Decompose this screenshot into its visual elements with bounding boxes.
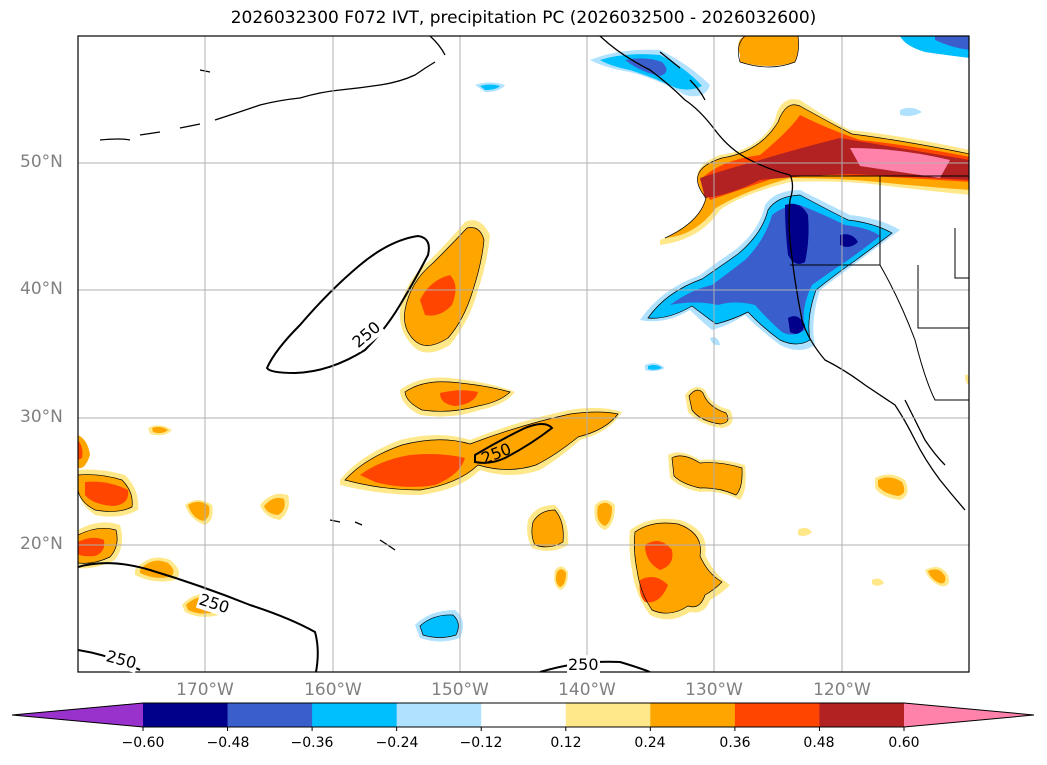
colorbar-segment <box>565 703 651 727</box>
colorbar-segment <box>312 703 398 727</box>
colorbar-tick-label: −0.36 <box>290 735 334 751</box>
ivt-contours <box>78 234 651 672</box>
colorbar-tick-label: −0.24 <box>375 735 419 751</box>
precip-contour-lines <box>78 36 969 638</box>
colorbar-segment <box>396 703 482 727</box>
lon-label-130w: 130°W <box>685 680 743 700</box>
colorbar-segments <box>143 703 905 727</box>
colorbar-segment <box>227 703 313 727</box>
lat-label-50n: 50°N <box>20 152 63 172</box>
colorbar-tick-label: 0.60 <box>888 735 920 751</box>
colorbar-tick-label: −0.12 <box>459 735 503 751</box>
positive-precip-areas <box>78 36 969 620</box>
colorbar-tick-label: −0.48 <box>206 735 250 751</box>
lat-label-40n: 40°N <box>20 279 63 299</box>
lon-label-120w: 120°W <box>813 680 871 700</box>
lon-label-150w: 150°W <box>431 680 489 700</box>
colorbar-tick-label: 0.24 <box>634 735 666 751</box>
colorbar-tick-label: −0.60 <box>121 735 165 751</box>
colorbar-segment <box>734 703 820 727</box>
colorbar-tick-label: 0.12 <box>550 735 582 751</box>
state-borders <box>790 175 969 401</box>
lon-label-170w: 170°W <box>176 680 234 700</box>
ivt-contour-label: 250 <box>567 655 600 674</box>
graticule <box>78 36 969 672</box>
map-frame <box>77 35 970 673</box>
colorbar-tick-label: 0.48 <box>803 735 835 751</box>
lat-label-30n: 30°N <box>20 407 63 427</box>
colorbar-segment <box>650 703 736 727</box>
lat-label-20n: 20°N <box>20 534 63 554</box>
colorbar-extend-high <box>904 703 1034 727</box>
colorbar-segment <box>819 703 905 727</box>
colorbar-segment <box>143 703 229 727</box>
colorbar-tick-label: 0.36 <box>719 735 751 751</box>
map-title: 2026032300 F072 IVT, precipitation PC (2… <box>230 8 817 28</box>
colorbar-segment <box>481 703 567 727</box>
lon-label-140w: 140°W <box>558 680 616 700</box>
colorbar-extend-low <box>12 703 143 727</box>
lon-label-160w: 160°W <box>304 680 362 700</box>
colorbar <box>11 702 1035 731</box>
coastlines <box>99 36 966 551</box>
map-area <box>78 36 969 672</box>
